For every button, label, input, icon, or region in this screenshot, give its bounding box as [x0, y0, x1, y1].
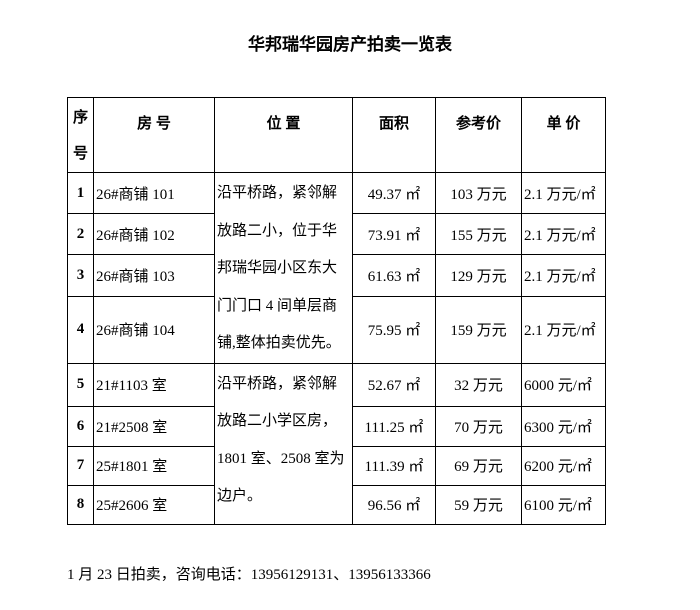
table-cell: 25#2606 室 — [93, 484, 215, 525]
auction-table: 序号房 号位 置面积 参考价单 价 1 26#商铺 101 沿平桥路，紧邻解 放路二小，… — [67, 97, 606, 525]
table-cell: 75.95 ㎡ — [352, 295, 436, 364]
header-cell: 位 置 — [214, 97, 353, 173]
table-cell: 32 万元 — [435, 362, 522, 407]
table-cell: 73.91 ㎡ — [352, 213, 436, 256]
table-row: 5 21#1103 室沿平桥路，紧邻解 放路二小学区房， 1801 室、2508 室为… — [67, 362, 606, 525]
location-line: 1801 室、2508 室为 — [217, 450, 345, 467]
location-line: 边户。 — [217, 488, 263, 504]
title: 华邦瑞华园房产拍卖一览表 — [248, 35, 452, 54]
table-cell: 7 — [67, 445, 94, 486]
table-cell: 2.1 万元/㎡ — [521, 171, 606, 215]
table-cell: 26#商铺 103 — [93, 254, 215, 297]
table-cell: 8 — [67, 484, 94, 525]
location-cell: 沿平桥路，紧邻解 放路二小学区房， 1801 室、2508 室为 边户。 — [214, 362, 353, 525]
table-cell: 2.1 万元/㎡ — [521, 295, 606, 364]
table-cell: 2.1 万元/㎡ — [521, 254, 606, 297]
table-row: 6 21#2508 室 111.25 ㎡ 70 万元 6300 元/㎡ — [67, 405, 606, 447]
table-cell: 103 万元 — [435, 171, 522, 215]
table-cell: 21#2508 室 — [93, 405, 215, 447]
table-cell: 26#商铺 101 — [93, 171, 215, 215]
table-row: 3 26#商铺 103 61.63 ㎡ 129 万元 2.1 万元/㎡ — [67, 254, 606, 297]
table-cell: 2.1 万元/㎡ — [521, 213, 606, 256]
table-cell: 6200 元/㎡ — [521, 445, 606, 486]
location-line: 铺,整体拍卖优先。 — [217, 335, 341, 351]
location-line: 沿平桥路，紧邻解 — [217, 185, 338, 201]
location-line: 放路二小，位于华 — [217, 222, 338, 239]
header-cell: 参考价 — [435, 97, 522, 173]
table-row: 1 26#商铺 101 沿平桥路，紧邻解 放路二小，位于华 邦瑞华园小区东大 门门口 4 … — [67, 171, 606, 364]
table-cell: 6300 元/㎡ — [521, 405, 606, 447]
table-cell: 6000 元/㎡ — [521, 362, 606, 407]
table-cell: 6 — [67, 405, 94, 447]
location-line: 放路二小学区房， — [217, 413, 338, 429]
table-cell: 2 — [67, 213, 94, 256]
footer: 1 月 23 日拍卖，咨询电话：13956129131、13956133366 — [67, 567, 431, 583]
table-cell: 129 万元 — [435, 254, 522, 297]
table-cell: 3 — [67, 254, 94, 297]
table-cell: 59 万元 — [435, 484, 522, 525]
header-cell: 房 号 — [93, 97, 215, 173]
table-row: 7 25#1801 室 111.39 ㎡ 69 万元 6200 元/㎡ — [67, 445, 606, 486]
table-cell: 4 — [67, 295, 94, 364]
table-cell: 21#1103 室 — [93, 362, 215, 407]
table-cell: 6100 元/㎡ — [521, 484, 606, 525]
table-cell: 25#1801 室 — [93, 445, 215, 486]
table-cell: 111.39 ㎡ — [352, 445, 436, 486]
table-row: 4 26#商铺 104 75.95 ㎡ 159 万元 2.1 万元/㎡ — [67, 295, 606, 364]
table-cell: 96.56 ㎡ — [352, 484, 436, 525]
table-row: 8 25#2606 室 96.56 ㎡ 59 万元 6100 元/㎡ — [67, 484, 606, 525]
location-cell: 沿平桥路，紧邻解 放路二小，位于华 邦瑞华园小区东大 门门口 4 间单层商 铺,整体拍卖… — [214, 172, 353, 364]
table-row: 2 26#商铺 102 73.91 ㎡ 155 万元 2.1 万元/㎡ — [67, 213, 606, 256]
table-cell: 155 万元 — [435, 213, 522, 256]
location-line: 邦瑞华园小区东大 — [217, 260, 338, 276]
table-cell: 26#商铺 102 — [93, 213, 215, 256]
table-cell: 1 — [67, 171, 94, 215]
table-cell: 159 万元 — [435, 295, 522, 364]
table-cell: 26#商铺 104 — [93, 295, 215, 364]
header-cell: 面积 — [352, 97, 436, 173]
location-line: 沿平桥路，紧邻解 — [217, 375, 338, 392]
table-cell: 49.37 ㎡ — [352, 171, 436, 215]
table-cell: 5 — [67, 362, 94, 407]
header-cell: 序号 — [67, 97, 94, 173]
table-cell: 61.63 ㎡ — [352, 254, 436, 297]
table-cell: 52.67 ㎡ — [352, 362, 436, 407]
table-cell: 70 万元 — [435, 405, 522, 447]
table-cell: 111.25 ㎡ — [352, 405, 436, 447]
table-cell: 69 万元 — [435, 445, 522, 486]
location-line: 门门口 4 间单层商 — [217, 297, 338, 314]
header-cell: 单 价 — [521, 97, 606, 173]
